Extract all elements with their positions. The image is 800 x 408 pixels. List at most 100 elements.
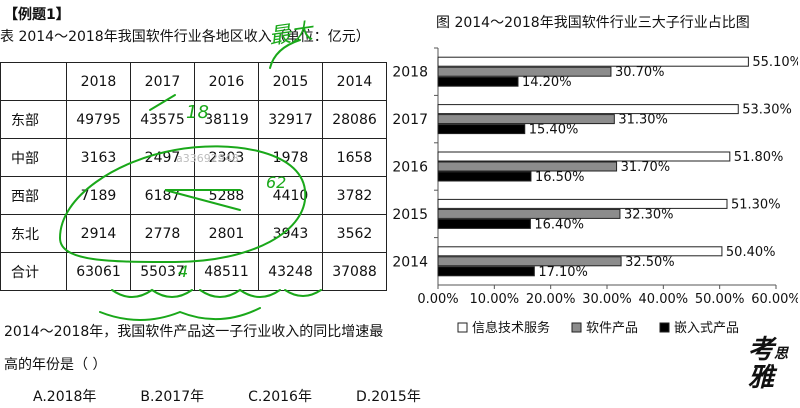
data-label: 31.70% [621,160,671,175]
bar-1 [437,114,615,125]
question-text-line1: 2014～2018年，我国软件产品这一子行业收入的同比增速最 [4,324,384,340]
table-cell: 5288 [194,176,259,215]
example-label: 【例题1】 [4,7,70,23]
bar-1 [437,256,622,267]
legend-swatch [571,322,582,333]
data-label: 31.30% [618,113,668,128]
y-category-label: 2015 [392,207,428,223]
handwriting-stroke [111,288,193,298]
table-cell: 合计 [0,252,67,291]
bar-1 [437,161,618,172]
option-b[interactable]: B.2017年 [140,389,205,405]
table-header-row: 2018 2017 2016 2015 2014 [0,62,387,101]
data-label: 51.80% [734,150,784,165]
table-cell: 55037 [130,252,195,291]
watermark-text: a33692948 [176,152,239,165]
legend-label: 信息技术服务 [472,320,550,336]
handwriting-stroke [99,307,261,321]
table-cell: 2497 [130,138,195,177]
table-header-cell: 2018 [66,62,131,101]
x-tick-label: 0.00% [417,292,458,307]
data-label: 32.50% [625,255,675,270]
y-category-label: 2017 [392,112,428,128]
table-cell: 东北 [0,214,67,253]
data-label: 32.30% [624,207,674,222]
answer-options: A.2018年 B.2017年 C.2016年 D.2015年 [33,386,421,406]
table-cell: 63061 [66,252,131,291]
option-c[interactable]: C.2016年 [248,389,312,405]
table-cell: 东部 [0,100,67,139]
handwriting-stroke [58,145,307,264]
data-label: 16.40% [534,217,584,232]
handwriting-text: 最大 [267,19,316,50]
table-header-cell [0,62,67,101]
handwriting-text: 4 [178,262,188,281]
table-cell: 43248 [258,252,323,291]
table-cell: 49795 [66,100,131,139]
table-header-cell: 2017 [130,62,195,101]
bar-1 [437,208,621,219]
x-tick-label: 20.00% [526,292,576,307]
handwriting-stroke [269,39,301,69]
bar-0 [437,246,723,257]
bar-0 [437,104,739,115]
x-tick-label: 40.00% [639,292,689,307]
data-label: 15.40% [529,123,579,138]
bar-0 [437,198,728,209]
table-cell: 3943 [258,214,323,253]
question-text-line2: 高的年份是（ ） [4,357,107,373]
table-cell: 3562 [322,214,387,253]
x-tick-label: 60.00% [751,292,798,307]
bar-0 [437,151,731,162]
handwriting-stroke [164,189,241,211]
table-cell: 32917 [258,100,323,139]
bar-2 [437,124,526,135]
bar-2 [437,76,519,87]
handwriting-text: 62 [266,173,286,192]
handwriting-stroke [284,289,322,297]
data-label: 14.20% [522,75,572,90]
bar-chart: 0.00% 10.00% 20.00% 30.00% 40.00% 50.00% 60.00… [392,47,798,336]
bar-2 [437,171,532,182]
handwriting-stroke [199,288,281,298]
table-cell: 48511 [194,252,259,291]
legend-label: 软件产品 [586,321,638,336]
revenue-table: 2018 2017 2016 2015 2014 东部 49795 43575 … [0,62,387,291]
x-tick-label: 50.00% [695,292,745,307]
bar-2 [437,266,535,277]
table-cell: 7189 [66,176,131,215]
x-tick-label: 30.00% [582,292,632,307]
table-cell: 37088 [322,252,387,291]
y-category-label: 2018 [392,65,428,81]
x-tick-label: 10.00% [470,292,520,307]
table-header-cell: 2016 [194,62,259,101]
chart-title: 图 2014～2018年我国软件行业三大子行业占比图 [436,15,750,31]
table-row: 合计 63061 55037 48511 43248 37088 [0,252,387,291]
bar-1 [437,66,612,77]
bar-2 [437,218,531,229]
y-category-label: 2016 [392,160,428,176]
legend-swatch [659,322,670,333]
data-label: 16.50% [535,170,585,185]
option-d[interactable]: D.2015年 [355,389,421,405]
option-a[interactable]: A.2018年 [33,389,97,405]
data-label: 50.40% [726,245,776,260]
table-cell: 3163 [66,138,131,177]
table-cell: 1978 [258,138,323,177]
y-category-label: 2014 [392,254,428,270]
legend-swatch [457,322,468,333]
bar-0 [437,56,749,67]
table-cell: 西部 [0,176,67,215]
legend-label: 嵌入式产品 [674,321,739,336]
table-row: 西部 7189 6187 5288 4410 3782 [0,176,387,215]
brand-logo: 考思 雅 [748,335,789,393]
data-label: 51.30% [731,197,781,212]
data-label: 30.70% [615,65,665,80]
table-cell: 2303 [194,138,259,177]
table-cell: 28086 [322,100,387,139]
table-caption: 表 2014～2018年我国软件行业各地区收入（单位：亿元） [0,29,370,45]
table-row: 东北 2914 2778 2801 3943 3562 [0,214,387,253]
data-label: 53.30% [742,103,792,118]
handwriting-stroke [149,94,176,111]
